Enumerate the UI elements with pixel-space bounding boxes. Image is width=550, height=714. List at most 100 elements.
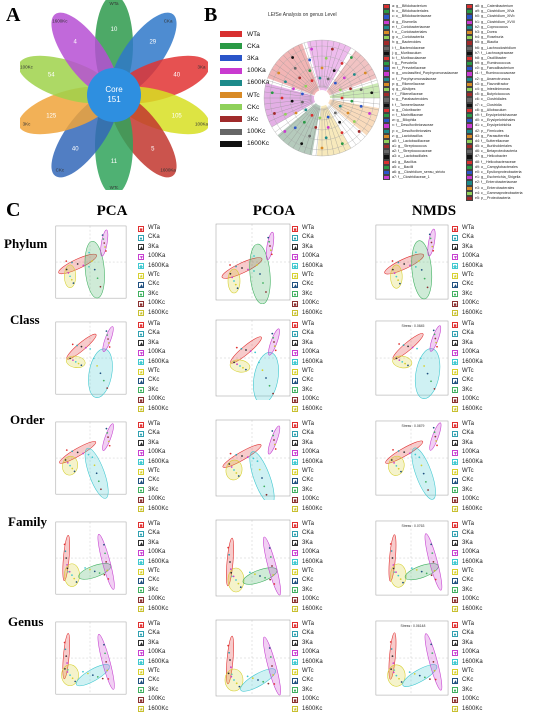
- sample-point: [69, 357, 71, 360]
- clade-node: [320, 146, 324, 150]
- legend-symbol-icon: ■: [138, 321, 144, 329]
- clade-branch: [329, 59, 366, 92]
- lefse-group-swatch: [220, 140, 242, 147]
- clade-branch: [325, 44, 346, 89]
- sample-point: [240, 347, 243, 350]
- legend-symbol-icon: ■: [292, 621, 298, 629]
- sample-point: [397, 450, 400, 452]
- sample-point: [87, 672, 89, 675]
- legend-label: CKa: [148, 234, 160, 241]
- legend-symbol-icon: ●: [452, 387, 458, 395]
- lefse-taxon-label: b5: g__Blautia: [475, 40, 498, 45]
- sample-point: [430, 241, 433, 244]
- legend-item: ● CKa: [138, 233, 169, 242]
- legend-label: CKa: [148, 330, 160, 337]
- sample-point: [87, 453, 90, 456]
- legend-symbol-icon: ▲: [138, 640, 144, 648]
- lefse-taxon-item: c5: g__Butyricicoccus: [466, 92, 523, 98]
- sample-point: [67, 272, 70, 274]
- clade-node: [293, 66, 297, 70]
- clade-branch: [330, 63, 370, 93]
- sample-point: [269, 656, 272, 658]
- sample-point: [65, 557, 68, 559]
- sample-point: [71, 450, 74, 453]
- sample-point: [65, 268, 68, 271]
- sample-point: [422, 472, 425, 475]
- sample-point: [108, 346, 111, 348]
- legend-symbol-icon: ▲: [452, 540, 458, 548]
- legend-label: WTa: [148, 621, 160, 627]
- lefse-taxon-swatch: [466, 4, 473, 10]
- legend-symbol-icon: ■: [138, 521, 144, 529]
- legend-label: 100Ka: [148, 549, 166, 556]
- legend-item: ■ WTa: [452, 224, 483, 233]
- legend-symbol-icon: ■: [138, 596, 144, 604]
- clade-node: [370, 91, 374, 95]
- lefse-taxon-label: b1: g__Clostridium_XVIII: [475, 19, 515, 24]
- lefse-taxon-swatch: [466, 29, 473, 36]
- legend-symbol-icon: ●: [138, 531, 144, 539]
- lefse-taxon-label: a4: g__Bacillus: [392, 159, 417, 164]
- sample-point: [104, 552, 106, 555]
- legend-label: CKc: [302, 677, 314, 684]
- lefse-group-swatch: [220, 43, 242, 50]
- legend-item: ● 3Kc: [452, 290, 483, 299]
- sample-point: [228, 463, 231, 465]
- sample-point: [398, 677, 400, 680]
- legend-label: 1600Kc: [302, 505, 323, 512]
- legend-item: ■ WTa: [452, 420, 483, 429]
- legend-label: CKa: [462, 530, 474, 537]
- legend-label: 3Ka: [462, 339, 473, 346]
- clade-node: [270, 91, 274, 95]
- lefse-taxon-item: b4: g__Roseburia: [466, 35, 523, 41]
- sample-point: [274, 448, 277, 450]
- sample-point: [107, 678, 110, 680]
- lefse-taxon-swatch: [466, 195, 473, 202]
- lefse-taxon-item: c7: c__Clostridia: [466, 102, 523, 108]
- sample-point: [97, 480, 100, 483]
- lefse-group-item: WTc: [220, 89, 269, 101]
- legend-item: ■ 100Kc: [138, 695, 169, 704]
- sample-point: [418, 674, 421, 677]
- legend-label: 100Ka: [462, 349, 480, 356]
- legend-label: WTc: [462, 667, 474, 674]
- venn-petal-value: 29: [149, 40, 156, 46]
- lefse-taxon-label: e4: c__Gammaproteobacteria: [475, 190, 523, 195]
- legend-symbol-icon: ★: [292, 506, 298, 514]
- sample-point: [425, 572, 428, 575]
- lefse-taxon-label: l: g__Prevotella: [392, 61, 417, 66]
- sample-point: [259, 575, 261, 577]
- legend-symbol-icon: ▲: [138, 540, 144, 548]
- sample-point: [65, 260, 68, 262]
- clade-branch: [265, 85, 313, 97]
- lefse-group-item: 3Kc: [220, 113, 269, 125]
- lefse-taxon-label: c5: g__Butyricicoccus: [475, 92, 510, 97]
- sample-point: [91, 456, 94, 459]
- legend-symbol-icon: ★: [452, 310, 458, 318]
- sample-point: [403, 263, 406, 265]
- lefse-taxon-item: e2: f__Enterobacteriaceae: [466, 180, 523, 186]
- lefse-taxon-swatch: [466, 123, 473, 129]
- legend-symbol-icon: ●: [138, 487, 144, 495]
- clade-branch: [292, 106, 318, 149]
- clade-node: [332, 69, 336, 72]
- legend-label: 3Ka: [148, 243, 159, 250]
- legend-symbol-icon: ★: [138, 568, 144, 576]
- lefse-taxon-swatch: [466, 40, 473, 46]
- legend-symbol-icon: ★: [292, 568, 298, 576]
- legend-symbol-icon: ■: [452, 225, 458, 233]
- legend-item: ★ WTc: [292, 467, 323, 476]
- sample-point: [398, 359, 401, 362]
- legend-item: ▼ 100Ka: [292, 252, 323, 261]
- lefse-taxon-label: a6: g__Clostridium_sensu_stricto: [392, 170, 446, 174]
- sample-point: [390, 648, 393, 650]
- legend-label: 100Kc: [302, 300, 320, 307]
- legend-symbol-icon: ★: [452, 468, 458, 476]
- legend-item: ▲ CKc: [292, 280, 323, 289]
- clade-node: [294, 111, 298, 115]
- lefse-taxon-swatch: [383, 112, 390, 119]
- sample-point: [229, 666, 232, 669]
- sample-point: [392, 671, 395, 674]
- lefse-taxon-swatch: [383, 102, 390, 108]
- nmds-stress-label: Stress : 0.0879: [401, 424, 424, 428]
